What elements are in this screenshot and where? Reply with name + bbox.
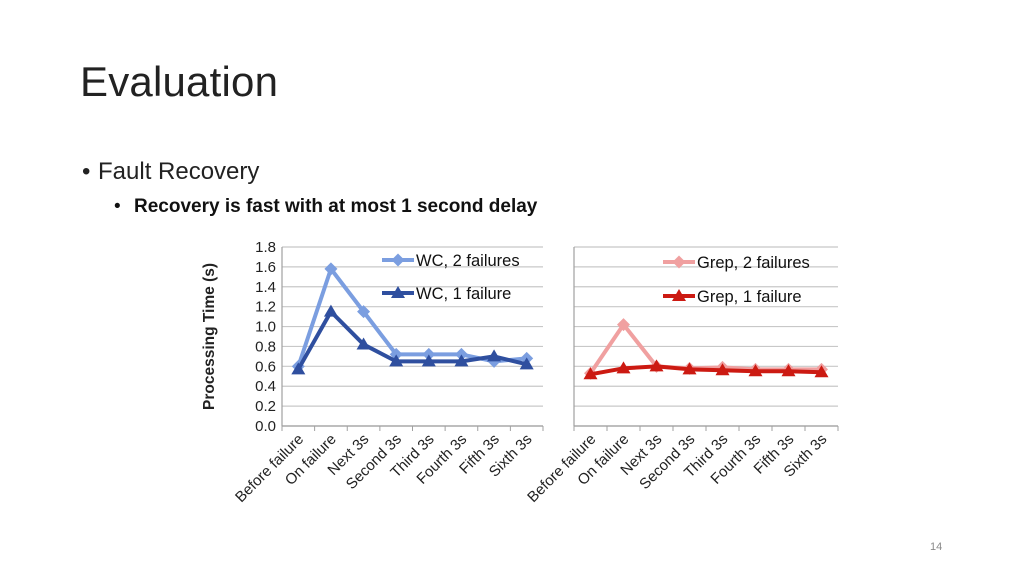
triangle-marker xyxy=(748,364,763,377)
triangle-marker xyxy=(672,289,686,301)
triangle-marker xyxy=(814,365,829,378)
y-tick-label: 0.2 xyxy=(255,398,276,415)
y-tick-label: 1.0 xyxy=(255,319,276,336)
y-tick-label: 1.4 xyxy=(255,279,276,296)
series-one-failure xyxy=(583,359,829,380)
triangle-marker xyxy=(781,364,796,377)
triangle-marker xyxy=(391,286,405,298)
bullet-text: Fault Recovery xyxy=(98,158,260,185)
bullet-fault-recovery: • Fault Recovery xyxy=(82,155,537,189)
sub-bullet-recovery: • Recovery is fast with at most 1 second… xyxy=(114,193,537,221)
triangle-marker xyxy=(519,357,534,370)
y-tick-label: 0.4 xyxy=(255,378,276,395)
page-number: 14 xyxy=(930,541,943,553)
bullet-dot: • xyxy=(114,196,121,217)
bullet-list: • Fault Recovery • Recovery is fast with… xyxy=(82,155,537,221)
legend-label: WC, 2 failures xyxy=(416,252,520,270)
y-tick-label: 0.0 xyxy=(255,418,276,435)
legend-entry: WC, 1 failure xyxy=(382,285,511,303)
diamond-marker xyxy=(391,253,405,267)
legend-entry: Grep, 2 failures xyxy=(663,254,810,272)
triangle-marker xyxy=(616,361,631,374)
diamond-marker xyxy=(324,262,338,276)
legend-entry: Grep, 1 failure xyxy=(663,288,802,306)
sub-bullet-text: Recovery is fast with at most 1 second d… xyxy=(134,196,538,217)
series-line xyxy=(296,266,527,367)
triangle-marker xyxy=(421,354,436,367)
diamond-marker xyxy=(617,318,630,332)
series-line xyxy=(590,364,822,377)
y-tick-label: 1.2 xyxy=(255,299,276,316)
series-one-failure xyxy=(291,304,534,375)
diamond-marker xyxy=(672,255,686,269)
triangle-marker xyxy=(356,337,371,350)
slide-title: Evaluation xyxy=(80,58,279,105)
triangle-marker xyxy=(487,349,502,362)
y-tick-label: 1.8 xyxy=(255,239,276,256)
legend-label: Grep, 1 failure xyxy=(697,288,802,306)
triangle-marker xyxy=(649,359,664,372)
y-tick-label: 0.6 xyxy=(255,358,276,375)
diamond-marker xyxy=(357,305,371,319)
triangle-marker xyxy=(389,354,404,367)
triangle-marker xyxy=(454,354,469,367)
legend-label: WC, 1 failure xyxy=(416,285,511,303)
y-axis-title: Processing Time (s) xyxy=(201,263,218,410)
triangle-marker xyxy=(323,304,338,317)
triangle-marker xyxy=(583,367,598,380)
triangle-marker xyxy=(291,362,306,375)
y-tick-label: 1.6 xyxy=(255,259,276,276)
y-tick-label: 0.8 xyxy=(255,338,276,355)
legend-entry: WC, 2 failures xyxy=(382,252,520,270)
legend-label: Grep, 2 failures xyxy=(697,254,810,272)
chart-panel-1: 0.0 0.2 0.4 0.6 0.8 1.0 1.2 1.4 1.6 1.8 Processing… xyxy=(201,239,544,506)
bullet-dot: • xyxy=(82,158,91,185)
triangle-marker xyxy=(715,363,730,376)
series-line xyxy=(296,309,528,371)
triangle-marker xyxy=(682,362,697,375)
